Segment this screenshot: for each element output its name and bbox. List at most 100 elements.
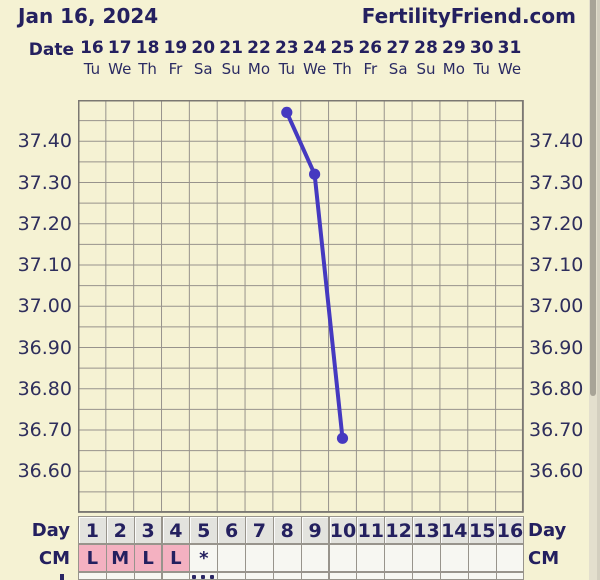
cm-row: L M L L *: [78, 544, 525, 572]
cm-cell[interactable]: [412, 544, 441, 572]
date-tick: 28: [414, 38, 438, 58]
y-axis-label: 37.40: [529, 130, 584, 153]
cm-row-label-right: CM: [528, 548, 560, 569]
page-title: Jan 16, 2024: [18, 4, 159, 28]
temperature-line: [284, 110, 345, 441]
clipped-cell[interactable]: [439, 572, 469, 580]
temp-data-point[interactable]: [281, 106, 293, 118]
cm-row-label-left: CM: [38, 548, 70, 569]
cm-cell[interactable]: L: [133, 544, 163, 572]
y-axis-label: 37.30: [529, 171, 584, 194]
y-axis-label: 37.30: [17, 171, 72, 194]
scrollbar-edge: [597, 0, 600, 580]
cm-cell[interactable]: [495, 544, 525, 572]
cm-cell[interactable]: *: [189, 544, 219, 572]
temp-data-point[interactable]: [336, 432, 349, 444]
y-axis-label: 36.70: [529, 419, 584, 441]
clipped-cell[interactable]: [217, 572, 246, 580]
cm-cell[interactable]: [272, 544, 302, 572]
clipped-cell[interactable]: [78, 572, 107, 580]
cm-cell[interactable]: [328, 544, 358, 572]
y-axis-label: 36.70: [17, 419, 72, 441]
cycle-day-cell[interactable]: 7: [245, 516, 274, 544]
cm-cell[interactable]: [217, 544, 246, 572]
cycle-day-cell[interactable]: 15: [467, 516, 497, 544]
y-axis-label: 36.60: [529, 460, 584, 483]
weekday-tick: We: [108, 60, 132, 78]
y-axis-label: 37.00: [529, 295, 584, 318]
clipped-cell[interactable]: [495, 572, 525, 580]
clipped-cell[interactable]: [272, 572, 302, 580]
cm-cell[interactable]: [300, 544, 330, 572]
y-axis-label: 37.40: [17, 130, 72, 153]
temp-data-point[interactable]: [309, 168, 321, 180]
cycle-day-cell[interactable]: 6: [217, 516, 246, 544]
cycle-day-cell[interactable]: 10: [328, 516, 358, 544]
cycle-day-cell[interactable]: 12: [384, 516, 413, 544]
weekday-tick: Mo: [247, 60, 271, 78]
clipped-cell[interactable]: [133, 572, 163, 580]
cycle-day-cell[interactable]: 11: [356, 516, 386, 544]
y-axis-label: 36.90: [17, 336, 72, 359]
cm-cell[interactable]: L: [78, 544, 107, 572]
date-tick: 20: [191, 38, 216, 58]
date-tick: 27: [386, 38, 410, 58]
y-axis-label: 37.00: [17, 295, 72, 318]
cycle-day-cell[interactable]: 2: [105, 516, 135, 544]
y-axis-label: 36.80: [17, 377, 72, 400]
cycle-day-cell[interactable]: 14: [439, 516, 469, 544]
cycle-day-row: 1 2 3 4 5 6 7 8 9 10 11 12 13 14 15 16: [78, 516, 525, 544]
y-axis-label: 37.20: [17, 212, 72, 235]
clipped-next-row: [78, 572, 525, 580]
date-tick: 16: [80, 38, 104, 58]
clipped-row-label-mark: [60, 574, 64, 580]
cycle-day-cell[interactable]: 5: [189, 516, 219, 544]
clipped-cell[interactable]: [384, 572, 413, 580]
brand-logo[interactable]: FertilityFriend.com: [361, 4, 576, 28]
cm-cell[interactable]: L: [161, 544, 191, 572]
cm-cell[interactable]: M: [105, 544, 135, 572]
clipped-cell[interactable]: [328, 572, 358, 580]
clipped-cell[interactable]: [412, 572, 441, 580]
weekday-tick: Su: [221, 60, 241, 78]
weekday-tick: Sa: [388, 60, 408, 78]
weekday-tick: Su: [416, 60, 436, 78]
cm-cell[interactable]: [384, 544, 413, 572]
clipped-cell[interactable]: [161, 572, 191, 580]
weekday-tick: Mo: [442, 60, 465, 78]
weekday-tick: We: [303, 60, 327, 78]
cycle-day-cell[interactable]: 16: [495, 516, 525, 544]
cm-cell[interactable]: [245, 544, 274, 572]
clipped-row-dot: [192, 575, 196, 579]
cycle-day-cell[interactable]: 3: [133, 516, 163, 544]
clipped-cell[interactable]: [467, 572, 497, 580]
clipped-row-dot: [201, 575, 205, 579]
y-axis-label: 37.10: [17, 254, 72, 276]
date-tick: 25: [330, 38, 355, 58]
weekday-tick: We: [497, 60, 522, 78]
date-axis-label: Date: [28, 40, 74, 60]
clipped-cell[interactable]: [356, 572, 386, 580]
scrollbar-thumb[interactable]: [590, 0, 596, 396]
weekday-tick: Tu: [278, 60, 295, 78]
weekday-tick: Tu: [473, 60, 490, 78]
cm-cell[interactable]: [356, 544, 386, 572]
day-row-label-left: Day: [31, 520, 70, 541]
date-tick: 19: [163, 38, 188, 58]
y-axis-label: 37.10: [529, 254, 584, 276]
clipped-cell[interactable]: [105, 572, 135, 580]
weekday-tick-row: Tu We Th Fr Sa Su Mo Tu We Th Fr Sa Su Mo Tu We: [0, 60, 600, 80]
cycle-day-cell[interactable]: 9: [300, 516, 330, 544]
cycle-day-cell[interactable]: 13: [412, 516, 441, 544]
y-axis-label: 37.20: [529, 212, 584, 235]
grid-border: [78, 100, 524, 513]
clipped-cell[interactable]: [300, 572, 330, 580]
cm-cell[interactable]: [467, 544, 497, 572]
cycle-day-cell[interactable]: 1: [78, 516, 107, 544]
cm-cell[interactable]: [439, 544, 469, 572]
clipped-cell[interactable]: [245, 572, 274, 580]
cycle-day-cell[interactable]: 4: [161, 516, 191, 544]
weekday-tick: Th: [138, 60, 157, 78]
cycle-day-cell[interactable]: 8: [272, 516, 302, 544]
